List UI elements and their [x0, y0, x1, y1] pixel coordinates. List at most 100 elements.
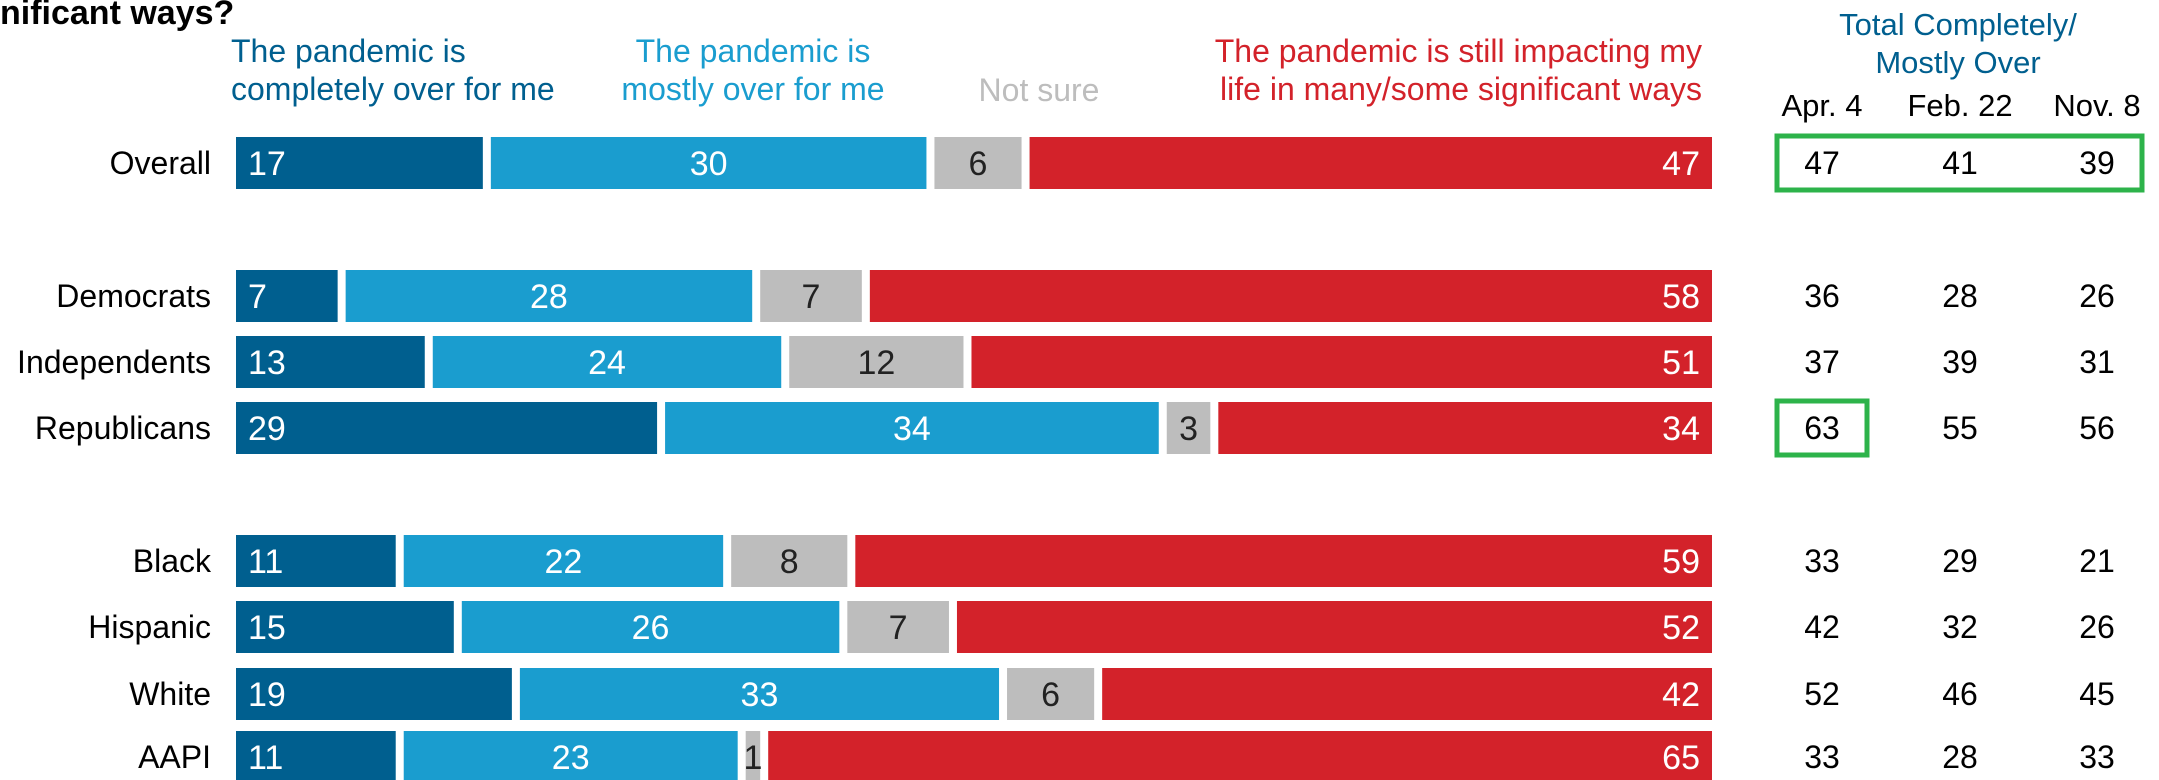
- bar-label-completely-over-aapi: 11: [248, 739, 283, 777]
- row-label-black: Black: [133, 543, 212, 579]
- table-header-2: Feb. 22: [1907, 88, 2012, 123]
- bar-label-still-impacting-aapi: 65: [1662, 739, 1700, 777]
- bar-label-mostly-over-white: 33: [741, 676, 779, 714]
- table-cell-independents-3: 31: [2079, 344, 2115, 380]
- bar-still-impacting-overall: [1029, 137, 1712, 189]
- bar-mostly-over-white: [519, 668, 1000, 720]
- table-cell-republicans-3: 56: [2079, 410, 2115, 446]
- bar-mostly-over-independents: [432, 336, 782, 388]
- highlight-box-1: [1774, 133, 2145, 193]
- bar-still-impacting-hispanic: [956, 601, 1712, 653]
- table-cell-black-3: 21: [2079, 543, 2115, 579]
- bar-mostly-over-hispanic: [461, 601, 840, 653]
- table-cell-aapi-1: 33: [1804, 739, 1840, 775]
- bar-label-mostly-over-overall: 30: [690, 145, 728, 183]
- bar-not-sure-overall: [934, 137, 1022, 189]
- legend-mostly-over-line-2: mostly over for me: [621, 71, 884, 107]
- bar-label-mostly-over-republicans: 34: [893, 410, 931, 448]
- row-label-republicans: Republicans: [35, 410, 211, 446]
- bar-still-impacting-republicans: [1218, 402, 1712, 454]
- bar-label-not-sure-overall: 6: [969, 145, 988, 183]
- bar-mostly-over-republicans: [665, 402, 1159, 454]
- bar-still-impacting-white: [1102, 668, 1712, 720]
- table-cell-democrats-2: 28: [1942, 278, 1978, 314]
- bar-not-sure-hispanic: [847, 601, 949, 653]
- table-cell-independents-2: 39: [1942, 344, 1978, 380]
- table-cell-hispanic-1: 42: [1804, 609, 1840, 645]
- table-cell-hispanic-2: 32: [1942, 609, 1978, 645]
- bar-completely-over-aapi: [236, 731, 396, 780]
- bar-label-mostly-over-aapi: 23: [552, 739, 590, 777]
- bar-label-completely-over-democrats: 7: [248, 278, 267, 316]
- bar-not-sure-democrats: [760, 270, 862, 322]
- bar-mostly-over-democrats: [345, 270, 753, 322]
- table-cell-independents-1: 37: [1804, 344, 1840, 380]
- bar-completely-over-democrats: [236, 270, 338, 322]
- bar-label-not-sure-independents: 12: [857, 344, 895, 382]
- highlight-box-2: [1774, 398, 1870, 458]
- table-cell-white-1: 52: [1804, 676, 1840, 712]
- bar-label-still-impacting-hispanic: 52: [1662, 609, 1700, 647]
- bar-mostly-over-black: [403, 535, 724, 587]
- table-cell-overall-2: 41: [1942, 145, 1978, 181]
- bar-label-mostly-over-black: 22: [545, 543, 583, 581]
- bar-completely-over-black: [236, 535, 396, 587]
- row-label-white: White: [129, 676, 211, 712]
- bar-still-impacting-democrats: [869, 270, 1712, 322]
- table-cell-white-3: 45: [2079, 676, 2115, 712]
- table-header-3: Nov. 8: [2053, 88, 2140, 123]
- bar-label-completely-over-black: 11: [248, 543, 283, 581]
- bar-label-completely-over-overall: 17: [248, 145, 286, 183]
- row-label-overall: Overall: [110, 145, 211, 181]
- bar-not-sure-independents: [789, 336, 964, 388]
- table-cell-white-2: 46: [1942, 676, 1978, 712]
- table-cell-black-2: 29: [1942, 543, 1978, 579]
- bar-label-still-impacting-independents: 51: [1662, 344, 1700, 382]
- legend-mostly-over-line-1: The pandemic is: [636, 33, 871, 69]
- table-cell-democrats-3: 26: [2079, 278, 2115, 314]
- legend-still-impacting-line-2: life in many/some significant ways: [1220, 71, 1702, 107]
- row-label-independents: Independents: [17, 344, 211, 380]
- bar-label-still-impacting-white: 42: [1662, 676, 1700, 714]
- bar-completely-over-hispanic: [236, 601, 454, 653]
- table-header-1: Apr. 4: [1782, 88, 1863, 123]
- bar-mostly-over-aapi: [403, 731, 738, 780]
- bar-label-not-sure-democrats: 7: [802, 278, 821, 316]
- bar-not-sure-aapi: [745, 731, 761, 780]
- page-title: nificant ways?: [0, 0, 235, 32]
- bar-mostly-over-overall: [490, 137, 927, 189]
- bar-completely-over-republicans: [236, 402, 658, 454]
- bar-label-completely-over-republicans: 29: [248, 410, 286, 448]
- bar-not-sure-black: [731, 535, 848, 587]
- bar-label-not-sure-aapi: 1: [743, 739, 762, 777]
- bar-label-mostly-over-hispanic: 26: [632, 609, 670, 647]
- row-label-aapi: AAPI: [138, 739, 211, 775]
- bar-not-sure-white: [1007, 668, 1095, 720]
- table-cell-republicans-1: 63: [1804, 410, 1840, 446]
- bar-label-completely-over-hispanic: 15: [248, 609, 286, 647]
- bar-not-sure-republicans: [1166, 402, 1211, 454]
- bar-label-still-impacting-black: 59: [1662, 543, 1700, 581]
- legend-completely-over-line-1: The pandemic is: [231, 33, 466, 69]
- bar-label-still-impacting-democrats: 58: [1662, 278, 1700, 316]
- bar-label-not-sure-republicans: 3: [1179, 410, 1198, 448]
- bar-still-impacting-black: [855, 535, 1712, 587]
- bar-completely-over-overall: [236, 137, 483, 189]
- bar-label-not-sure-hispanic: 7: [889, 609, 908, 647]
- table-cell-black-1: 33: [1804, 543, 1840, 579]
- table-cell-aapi-3: 33: [2079, 739, 2115, 775]
- legend-not-sure-line-1: Not sure: [979, 72, 1100, 108]
- bar-label-completely-over-independents: 13: [248, 344, 286, 382]
- table-cell-overall-3: 39: [2079, 145, 2115, 181]
- bar-completely-over-white: [236, 668, 512, 720]
- row-label-hispanic: Hispanic: [88, 609, 211, 645]
- table-cell-democrats-1: 36: [1804, 278, 1840, 314]
- row-label-democrats: Democrats: [56, 278, 211, 314]
- table-cell-hispanic-3: 26: [2079, 609, 2115, 645]
- bar-label-still-impacting-overall: 47: [1662, 145, 1700, 183]
- table-title-line-1: Total Completely/: [1839, 7, 2077, 42]
- bar-completely-over-independents: [236, 336, 425, 388]
- table-cell-aapi-2: 28: [1942, 739, 1978, 775]
- bar-label-mostly-over-democrats: 28: [530, 278, 568, 316]
